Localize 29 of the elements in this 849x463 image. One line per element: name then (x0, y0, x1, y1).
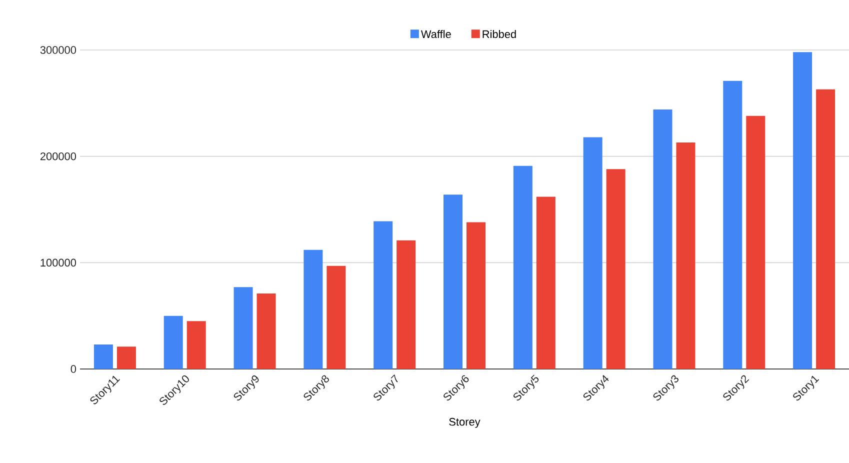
y-tick-label: 0 (70, 365, 76, 373)
bar (793, 52, 812, 369)
bar (746, 116, 766, 369)
bar (606, 169, 626, 369)
bar (723, 80, 742, 369)
y-tick-label: 100000 (40, 258, 76, 267)
bar (536, 196, 556, 369)
legend-label: Waffle (420, 30, 451, 38)
bar (94, 344, 113, 369)
bar (466, 222, 486, 369)
bar (116, 346, 136, 369)
bar (234, 287, 253, 369)
y-tick-label: 200000 (40, 152, 76, 160)
bar (326, 266, 346, 369)
bar (676, 142, 696, 369)
y-tick-label: 300000 (40, 46, 76, 54)
bar (186, 321, 206, 369)
bar (256, 294, 276, 369)
bar (396, 240, 416, 369)
bar (583, 137, 602, 369)
bar (304, 250, 323, 369)
bar (816, 89, 836, 369)
bar (164, 316, 183, 369)
legend-label: Ribbed (482, 30, 516, 38)
bar (513, 166, 532, 369)
bar (444, 194, 463, 369)
bar (374, 221, 393, 369)
x-axis-title: Storey (449, 418, 480, 428)
bar (653, 110, 672, 369)
